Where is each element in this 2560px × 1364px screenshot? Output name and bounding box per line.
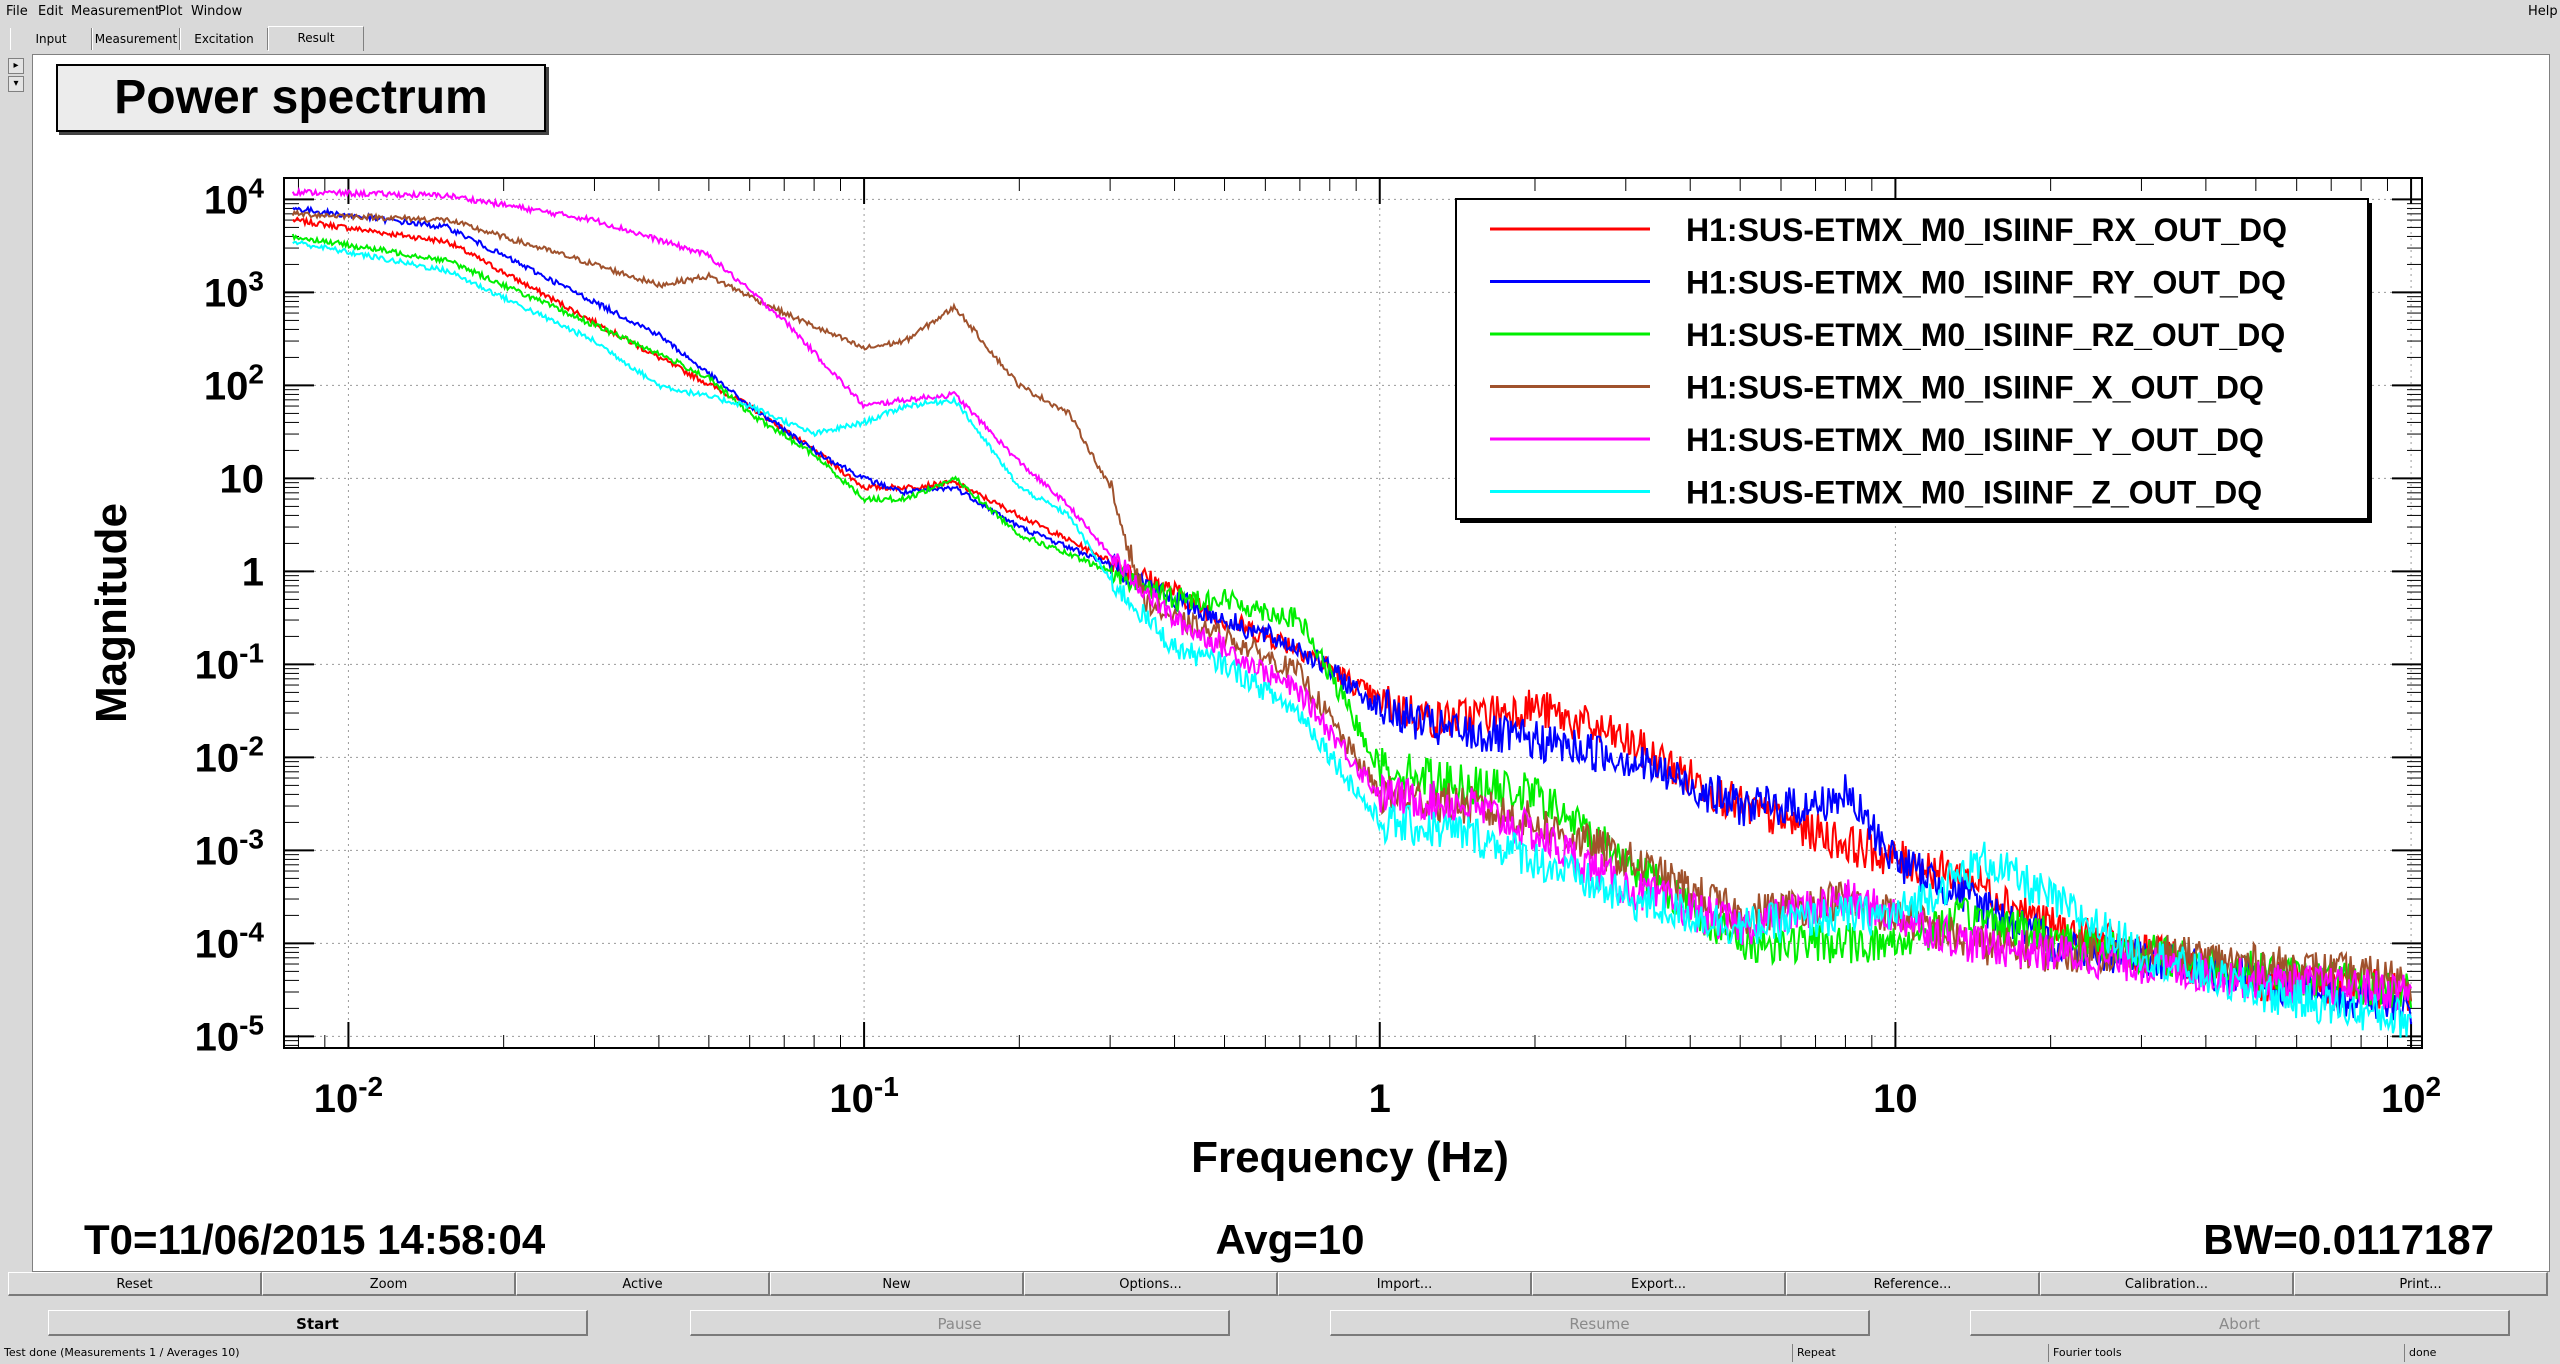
plot-frame	[283, 177, 2423, 1049]
footer-bw: BW=0.0117187	[2203, 1216, 2494, 1263]
calibration-button[interactable]: Calibration...	[2040, 1272, 2294, 1296]
y-tick-label: 103	[204, 265, 264, 315]
x-tick-label: 102	[2381, 1071, 2441, 1121]
y-tick-labels: 10-5 10-4 10-3 10-2 10-1 1 10 102 103 104	[195, 172, 265, 1059]
legend-label: H1:SUS-ETMX_M0_ISIINF_RZ_OUT_DQ	[1686, 317, 2285, 353]
menu-file[interactable]: File	[6, 4, 28, 19]
plot-button-row: Reset Zoom Active New Options... Import.…	[8, 1272, 2552, 1298]
y-tick-label: 10-5	[195, 1009, 264, 1059]
menu-plot[interactable]: Plot	[158, 4, 183, 19]
y-tick-label: 10-3	[195, 823, 264, 873]
y-axis-label: Magnitude	[87, 503, 136, 723]
menu-measurement[interactable]: Measurement	[71, 4, 161, 19]
tab-measurement[interactable]: Measurement	[92, 28, 180, 50]
left-strip: ▸ ▾	[0, 52, 30, 1270]
x-tick-label: 1	[1369, 1077, 1391, 1121]
print-button[interactable]: Print...	[2294, 1272, 2548, 1296]
tab-excitation[interactable]: Excitation	[180, 28, 268, 50]
new-button[interactable]: New	[770, 1272, 1024, 1296]
legend-label: H1:SUS-ETMX_M0_ISIINF_Y_OUT_DQ	[1686, 422, 2264, 458]
import-button[interactable]: Import...	[1278, 1272, 1532, 1296]
tab-input[interactable]: Input	[10, 28, 92, 50]
x-axis-label: Frequency (Hz)	[1191, 1133, 1509, 1182]
y-tick-label: 1	[242, 550, 264, 594]
pause-button[interactable]: Pause	[690, 1310, 1230, 1336]
menu-bar: File Edit Measurement Plot Window Help	[0, 0, 2560, 24]
plot-title: Power spectrum	[56, 64, 546, 132]
status-message: Test done (Measurements 1 / Averages 10)	[4, 1346, 240, 1359]
menu-help[interactable]: Help	[2528, 4, 2558, 19]
start-button[interactable]: Start	[48, 1310, 588, 1336]
footer-avg: Avg=10	[1215, 1216, 1364, 1263]
grid-lines	[284, 178, 2422, 1048]
export-button[interactable]: Export...	[1532, 1272, 1786, 1296]
legend-label: H1:SUS-ETMX_M0_ISIINF_X_OUT_DQ	[1686, 370, 2264, 406]
active-button[interactable]: Active	[516, 1272, 770, 1296]
legend-shadow-right	[2368, 203, 2372, 523]
x-tick-label: 10	[1873, 1077, 1918, 1121]
legend-label: H1:SUS-ETMX_M0_ISIINF_RX_OUT_DQ	[1686, 212, 2287, 248]
y-tick-label: 10-1	[195, 637, 264, 687]
series-line	[291, 186, 2413, 1010]
status-tools: Fourier tools	[2048, 1344, 2404, 1362]
collapse-icon[interactable]: ▾	[8, 76, 24, 92]
series-group	[291, 186, 2413, 1039]
expand-right-icon[interactable]: ▸	[8, 58, 24, 74]
y-tick-label: 10-4	[195, 916, 265, 966]
tab-bar: Input Measurement Excitation Result	[0, 26, 2560, 52]
x-tick-label: 10-1	[829, 1071, 898, 1121]
reference-button[interactable]: Reference...	[1786, 1272, 2040, 1296]
x-tick-label: 10-2	[314, 1071, 383, 1121]
right-strip	[2550, 52, 2560, 1270]
menu-window[interactable]: Window	[191, 4, 243, 19]
series-line	[291, 233, 2413, 1009]
legend: H1:SUS-ETMX_M0_ISIINF_RX_OUT_DQ H1:SUS-ET…	[1455, 198, 2372, 523]
x-tick-labels: 10-2 10-1 1 10 102	[314, 1071, 2441, 1121]
series-line	[292, 239, 2413, 1039]
y-tick-label: 104	[204, 172, 265, 222]
abort-button[interactable]: Abort	[1970, 1310, 2510, 1336]
tab-result[interactable]: Result	[268, 26, 364, 51]
zoom-button[interactable]: Zoom	[262, 1272, 516, 1296]
status-repeat: Repeat	[1792, 1344, 2048, 1362]
y-tick-label: 10-2	[195, 730, 264, 780]
status-bar: Test done (Measurements 1 / Averages 10)…	[0, 1344, 2560, 1364]
menu-edit[interactable]: Edit	[38, 4, 64, 19]
options-button[interactable]: Options...	[1024, 1272, 1278, 1296]
series-line	[292, 205, 2413, 1025]
footer-t0: T0=11/06/2015 14:58:04	[84, 1216, 546, 1263]
resume-button[interactable]: Resume	[1330, 1310, 1870, 1336]
control-button-row: Start Pause Resume Abort	[0, 1310, 2560, 1340]
legend-label: H1:SUS-ETMX_M0_ISIINF_RY_OUT_DQ	[1686, 265, 2286, 301]
minor-ticks	[284, 178, 2422, 1048]
legend-box	[1455, 198, 2369, 520]
y-tick-label: 102	[204, 358, 264, 408]
legend-shadow-bottom	[1460, 519, 2372, 523]
y-tick-label: 10	[220, 457, 265, 501]
power-spectrum-chart[interactable]: 10-2 10-1 1 10 102 10-510-410-310-210-111010…	[0, 0, 2560, 1270]
legend-label: H1:SUS-ETMX_M0_ISIINF_Z_OUT_DQ	[1686, 475, 2262, 511]
reset-button[interactable]: Reset	[8, 1272, 262, 1296]
status-state: done	[2404, 1344, 2560, 1362]
